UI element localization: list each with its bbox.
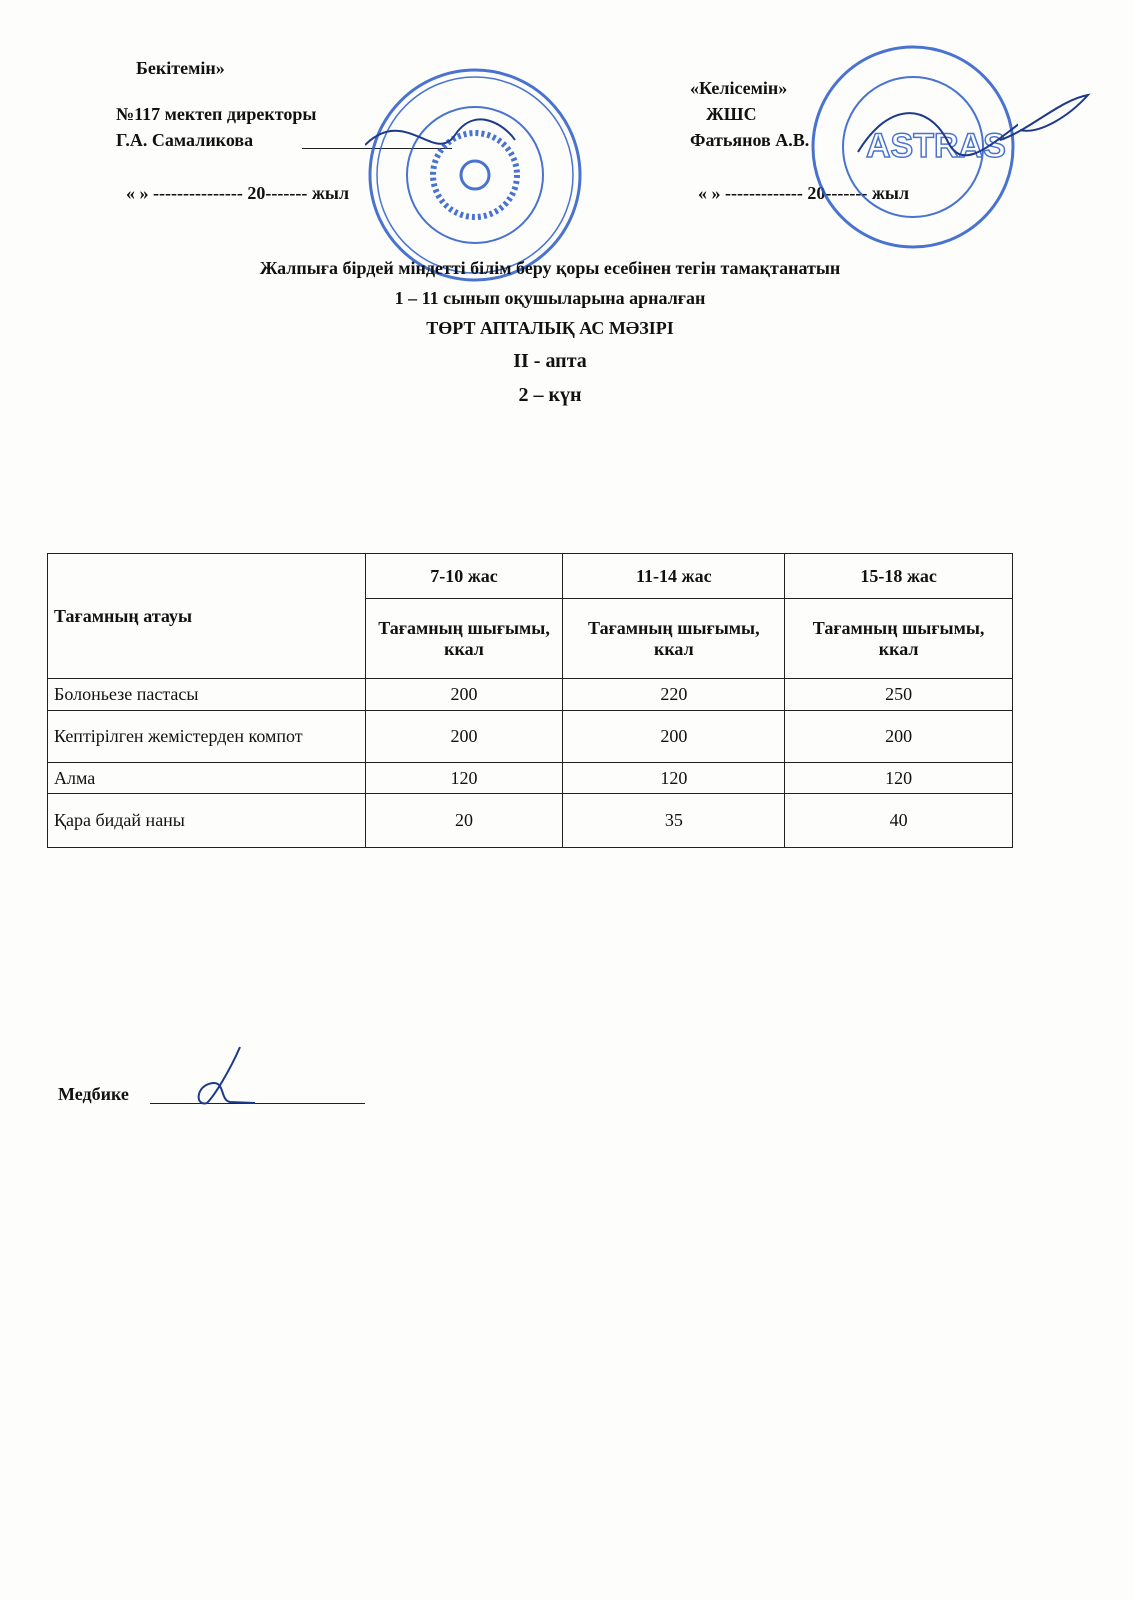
kcal-value: 120: [784, 762, 1013, 794]
header-yield: Тағамның шығымы, ккал: [784, 598, 1013, 679]
approval-left-position: №117 мектеп директоры: [116, 104, 317, 124]
approval-right-org: ЖШС: [706, 104, 757, 124]
signature-nurse: [197, 1046, 256, 1105]
kcal-value: 250: [784, 678, 1013, 711]
header-age-group: 7-10 жас: [364, 553, 564, 599]
table-row: Алма 120 120 120: [47, 762, 1013, 794]
approval-right-name: Фатьянов А.В.: [690, 130, 810, 150]
table-row: Болоньезе пастасы 200 220 250: [47, 678, 1013, 711]
heading-title: ТӨРТ АПТАЛЫҚ АС МӘЗІРІ: [426, 318, 674, 338]
kcal-value: 40: [784, 793, 1013, 848]
heading-day: 2 – күн: [518, 384, 582, 406]
header-dish-name: Тағамның атауы: [47, 553, 366, 679]
approval-right-title: «Келісемін»: [690, 78, 788, 98]
kcal-value: 20: [364, 793, 564, 848]
dish-name: Болоньезе пастасы: [47, 678, 366, 711]
dish-name: Алма: [47, 762, 366, 794]
company-seal-stamp: ASTRAS: [811, 45, 1018, 249]
kcal-value: 200: [364, 710, 564, 763]
kcal-value: 200: [562, 710, 786, 763]
school-seal-stamp: [365, 68, 582, 282]
header-age-group: 11-14 жас: [562, 553, 786, 599]
svg-text:ASTRAS: ASTRAS: [866, 127, 1006, 165]
table-row: Кептірілген жемістерден компот 200 200 2…: [47, 710, 1013, 763]
approval-left-date: « » --------------- 20------- жыл: [126, 183, 350, 203]
approval-left-title: Бекітемін»: [136, 58, 225, 78]
heading-line1: Жалпыға бірдей міндетті білім беру қоры …: [259, 258, 841, 278]
signature-line-nurse: [150, 1103, 365, 1104]
signature-line-left: [302, 148, 452, 149]
header-age-group: 15-18 жас: [784, 553, 1013, 599]
header-yield: Тағамның шығымы, ккал: [364, 598, 564, 679]
heading-week: II - апта: [513, 350, 587, 372]
menu-table: Тағамның атауы 7-10 жас 11-14 жас 15-18 …: [47, 553, 1013, 848]
header-yield: Тағамның шығымы, ккал: [562, 598, 786, 679]
kcal-value: 220: [562, 678, 786, 711]
kcal-value: 120: [562, 762, 786, 794]
kcal-value: 200: [364, 678, 564, 711]
table-row: Қара бидай наны 20 35 40: [47, 793, 1013, 848]
heading-line2: 1 – 11 сынып оқушыларына арналған: [394, 288, 706, 308]
signature-right: [1000, 93, 1091, 141]
approval-left-name: Г.А. Самаликова: [116, 130, 254, 150]
kcal-value: 120: [364, 762, 564, 794]
kcal-value: 200: [784, 710, 1013, 763]
kcal-value: 35: [562, 793, 786, 848]
dish-name: Қара бидай наны: [47, 793, 366, 848]
nurse-label: Медбике: [58, 1084, 129, 1104]
dish-name: Кептірілген жемістерден компот: [47, 710, 366, 763]
